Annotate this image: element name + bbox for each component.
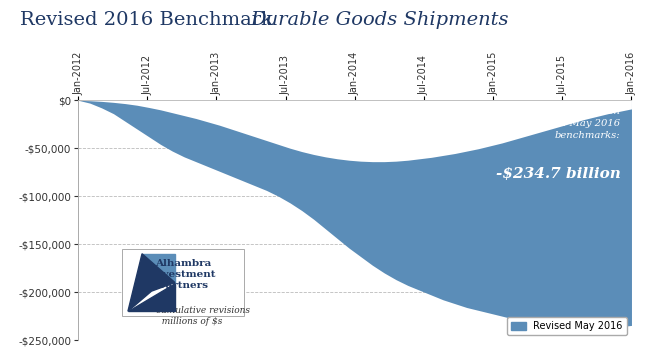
Polygon shape: [142, 254, 175, 282]
Text: Revised 2016 Benchmark: Revised 2016 Benchmark: [20, 11, 279, 29]
Text: Durable Goods Shipments: Durable Goods Shipments: [251, 11, 509, 29]
Text: total amount revised between
May 2015 and May 2016
benchmarks:: total amount revised between May 2015 an…: [469, 107, 620, 140]
Text: Alhambra
Investment
Partners: Alhambra Investment Partners: [150, 259, 216, 290]
Legend: Revised May 2016: Revised May 2016: [507, 318, 627, 335]
Polygon shape: [128, 254, 175, 311]
FancyBboxPatch shape: [122, 249, 244, 316]
Polygon shape: [128, 254, 175, 311]
Polygon shape: [128, 282, 175, 311]
Text: cumulative revisions
  millions of $s: cumulative revisions millions of $s: [156, 306, 249, 326]
Text: -$234.7 billion: -$234.7 billion: [495, 168, 620, 182]
